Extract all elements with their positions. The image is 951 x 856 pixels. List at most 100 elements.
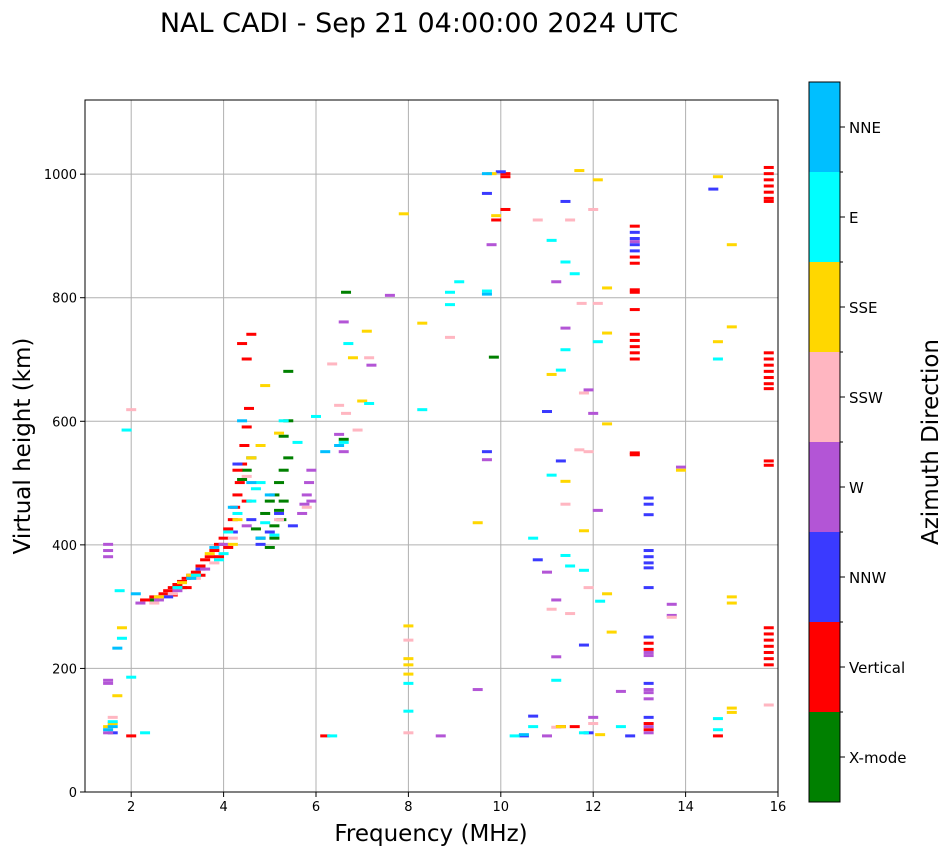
point-e — [615, 725, 626, 729]
point-w — [643, 691, 654, 695]
point-w — [542, 570, 552, 574]
colorbar-swatch-sse — [809, 262, 840, 352]
point-ssw — [403, 638, 414, 642]
point-e — [278, 419, 289, 423]
point-vertical — [629, 290, 640, 294]
point-sse — [116, 626, 127, 630]
colorbar-swatch-ssw — [809, 352, 840, 442]
colorbar-tick-label: SSW — [849, 389, 883, 407]
point-w — [338, 450, 349, 454]
point-e — [712, 728, 723, 732]
point-nne — [186, 576, 197, 580]
point-sse — [602, 592, 613, 596]
point-x-mode — [341, 290, 352, 294]
point-ssw — [763, 703, 774, 707]
point-sse — [472, 521, 483, 525]
point-w — [629, 240, 640, 244]
point-nnw — [481, 191, 492, 195]
point-vertical — [200, 558, 211, 562]
colorbar-tick-label: NNE — [849, 119, 881, 137]
point-nnw — [232, 462, 243, 466]
point-x-mode — [264, 499, 275, 503]
y-axis-label: Virtual height (km) — [10, 338, 36, 555]
point-sse — [595, 733, 606, 737]
point-nnw — [643, 681, 654, 685]
point-sse — [246, 456, 257, 460]
point-x-mode — [274, 508, 285, 512]
point-w — [542, 734, 552, 738]
point-vertical — [763, 184, 774, 188]
point-nnw — [578, 643, 589, 647]
point-sse — [232, 518, 243, 522]
point-vertical — [629, 345, 640, 349]
point-w — [103, 681, 114, 685]
point-e — [218, 552, 229, 556]
point-sse — [107, 722, 118, 726]
point-nnw — [560, 199, 571, 203]
x-tick-label: 16 — [770, 800, 787, 815]
point-ssw — [588, 207, 599, 211]
x-tick-label: 6 — [312, 800, 320, 815]
point-w — [583, 388, 594, 392]
point-w — [643, 725, 654, 729]
point-nne — [255, 536, 266, 540]
x-tick-label: 8 — [404, 800, 412, 815]
point-sse — [726, 595, 737, 599]
point-vertical — [163, 589, 174, 593]
point-vertical — [629, 357, 640, 361]
x-tick-label: 2 — [127, 800, 135, 815]
point-sse — [403, 663, 414, 667]
point-sse — [574, 169, 585, 173]
point-vertical — [763, 196, 774, 200]
point-e — [509, 734, 520, 738]
point-e — [190, 573, 201, 577]
point-ssw — [341, 411, 352, 415]
point-e — [444, 303, 455, 307]
point-e — [223, 530, 234, 534]
point-sse — [726, 710, 737, 714]
point-e — [140, 731, 151, 735]
point-nne — [112, 646, 123, 650]
azimuth-colorbar: X-mode Vertical NNW W SSW SSE E NNE — [808, 81, 906, 803]
point-e — [327, 734, 338, 738]
point-vertical — [241, 425, 252, 429]
point-vertical — [237, 342, 248, 346]
x-axis-ticks: 2 4 6 8 10 12 14 16 — [127, 792, 786, 815]
point-vertical — [232, 468, 243, 472]
point-e — [260, 521, 271, 525]
point-ssw — [167, 592, 178, 596]
point-vertical — [500, 175, 511, 179]
point-w — [338, 320, 349, 324]
point-vertical — [643, 641, 654, 645]
point-e — [403, 709, 414, 713]
colorbar-swatch-nne — [809, 82, 840, 172]
point-vertical — [246, 332, 257, 336]
point-e — [595, 599, 606, 603]
point-vertical — [223, 545, 234, 549]
point-w — [551, 280, 562, 284]
point-nnw — [287, 524, 298, 528]
point-nne — [237, 419, 248, 423]
point-x-mode — [237, 477, 248, 481]
point-w — [172, 589, 183, 593]
point-nnw — [643, 566, 654, 570]
point-e — [292, 440, 303, 444]
point-sse — [255, 444, 266, 447]
point-nnw — [555, 459, 566, 463]
point-w — [435, 734, 446, 738]
point-sse — [602, 331, 613, 335]
point-ssw — [588, 722, 599, 726]
point-nnw — [708, 187, 719, 191]
point-nne — [246, 481, 257, 485]
point-e — [246, 499, 257, 503]
point-sse — [726, 243, 737, 247]
point-ssw — [576, 301, 587, 305]
point-vertical — [763, 363, 774, 367]
point-sse — [274, 431, 285, 435]
point-w — [643, 688, 654, 692]
point-w — [241, 524, 252, 528]
point-w — [200, 567, 211, 571]
point-vertical — [569, 725, 580, 729]
point-w — [560, 326, 571, 330]
